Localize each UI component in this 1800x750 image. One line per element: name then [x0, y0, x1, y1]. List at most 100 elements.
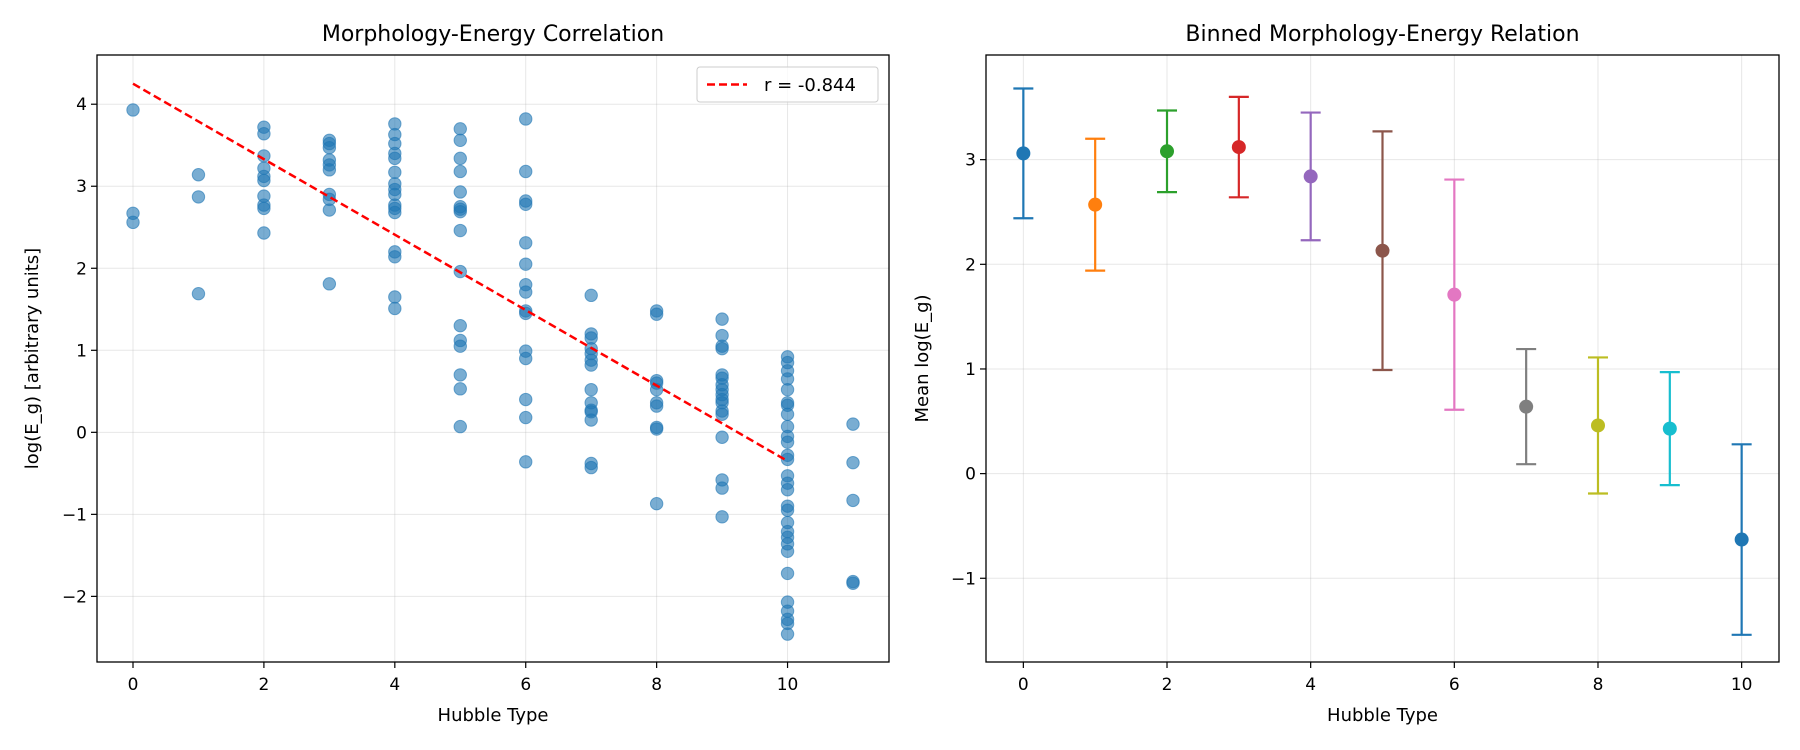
right-plot-area: [1013, 87, 1752, 636]
scatter-point: [257, 226, 271, 240]
scatter-point: [715, 481, 729, 495]
scatter-point: [584, 382, 598, 397]
scatter-point: [257, 173, 271, 188]
legend-box: [696, 66, 879, 103]
scatter-point: [453, 133, 467, 148]
x-tick-label: 0: [1018, 675, 1029, 695]
scatter-point: [388, 250, 402, 264]
scatter-point: [453, 204, 467, 219]
scatter-point: [453, 419, 467, 434]
scatter-point: [453, 382, 467, 396]
scatter-point: [780, 627, 795, 641]
scatter-point: [388, 151, 402, 166]
mean-point: [1590, 418, 1605, 433]
x-tick-label: 10: [1731, 675, 1753, 695]
scatter-point: [453, 368, 467, 382]
scatter-point: [846, 493, 860, 508]
y-tick-label: 0: [965, 465, 976, 485]
scatter-point: [453, 185, 467, 199]
scatter-point: [519, 257, 533, 271]
right-axes-frame: [985, 54, 1780, 663]
y-tick-label: 1: [76, 341, 87, 361]
scatter-point: [715, 430, 729, 444]
scatter-point: [519, 285, 533, 299]
scatter-point: [780, 544, 795, 558]
scatter-point: [257, 127, 271, 141]
legend: r = -0.844: [696, 66, 879, 103]
y-tick-label: −1: [951, 569, 976, 589]
left-axes-frame: [96, 54, 890, 663]
scatter-point: [519, 351, 533, 366]
legend-fit-label: r = -0.844: [764, 75, 856, 96]
scatter-point: [584, 460, 598, 475]
scatter-point: [453, 151, 467, 166]
scatter-point: [715, 341, 729, 356]
scatter-point: [519, 410, 533, 425]
scatter-point: [715, 312, 729, 326]
scatter-point: [322, 203, 337, 217]
scatter-point: [584, 413, 598, 427]
right-x-axis-label: Hubble Type: [1327, 705, 1438, 726]
left-plot-area: [126, 82, 860, 641]
scatter-point: [649, 399, 664, 413]
scatter-point: [519, 164, 533, 179]
left-grid: [97, 55, 889, 662]
y-tick-label: −2: [62, 587, 87, 607]
mean-point: [1231, 140, 1246, 155]
scatter-point: [519, 236, 533, 250]
scatter-point: [388, 165, 402, 179]
scatter-point: [584, 358, 598, 372]
y-tick-label: 2: [76, 259, 87, 279]
left-chart-title: Morphology-Energy Correlation: [322, 22, 664, 47]
x-tick-label: 0: [128, 675, 139, 695]
scatter-point: [191, 286, 206, 301]
right-ticks: 0 2 4 6 8 10 −1 0 1 2 3: [951, 151, 1753, 695]
right-y-axis-label: Mean log(E_g): [912, 294, 933, 422]
scatter-point: [388, 301, 402, 316]
scatter-point: [191, 168, 206, 182]
scatter-point: [780, 483, 795, 497]
x-tick-label: 6: [1449, 675, 1460, 695]
scatter-point: [322, 277, 337, 291]
x-tick-label: 4: [1305, 675, 1316, 695]
scatter-point: [519, 197, 533, 211]
mean-point: [1303, 169, 1318, 184]
scatter-point: [846, 417, 860, 431]
scatter-point: [649, 307, 664, 321]
scatter-point: [780, 382, 795, 397]
scatter-point: [649, 422, 664, 436]
scatter-point: [584, 288, 598, 303]
scatter-point: [780, 407, 795, 421]
scatter-point: [453, 223, 467, 238]
mean-point: [1662, 421, 1677, 436]
fit-line: [132, 82, 789, 463]
y-tick-label: 2: [965, 255, 976, 275]
scatter-point: [649, 496, 664, 511]
scatter-point: [257, 201, 271, 216]
y-tick-label: 3: [965, 151, 976, 171]
y-tick-label: 4: [76, 95, 87, 115]
scatter-point: [780, 503, 795, 517]
x-tick-label: 2: [1162, 675, 1173, 695]
x-tick-label: 8: [651, 675, 662, 695]
right-chart-title: Binned Morphology-Energy Relation: [1185, 22, 1579, 47]
mean-point: [1447, 287, 1462, 302]
scatter-point: [322, 163, 337, 177]
scatter-point: [388, 290, 402, 304]
y-tick-label: 1: [965, 360, 976, 380]
mean-point: [1375, 243, 1390, 258]
x-tick-label: 6: [520, 675, 531, 695]
scatter-point: [519, 455, 533, 469]
scatter-point: [715, 510, 729, 524]
mean-point: [1519, 399, 1534, 414]
x-tick-label: 2: [258, 675, 269, 695]
scatter-point: [519, 112, 533, 126]
scatter-point: [846, 455, 860, 470]
mean-point: [1160, 144, 1175, 159]
scatter-point: [780, 452, 795, 467]
scatter-point: [453, 164, 467, 179]
scatter-point: [322, 140, 337, 155]
x-tick-label: 8: [1593, 675, 1604, 695]
scatter-point: [126, 103, 140, 117]
